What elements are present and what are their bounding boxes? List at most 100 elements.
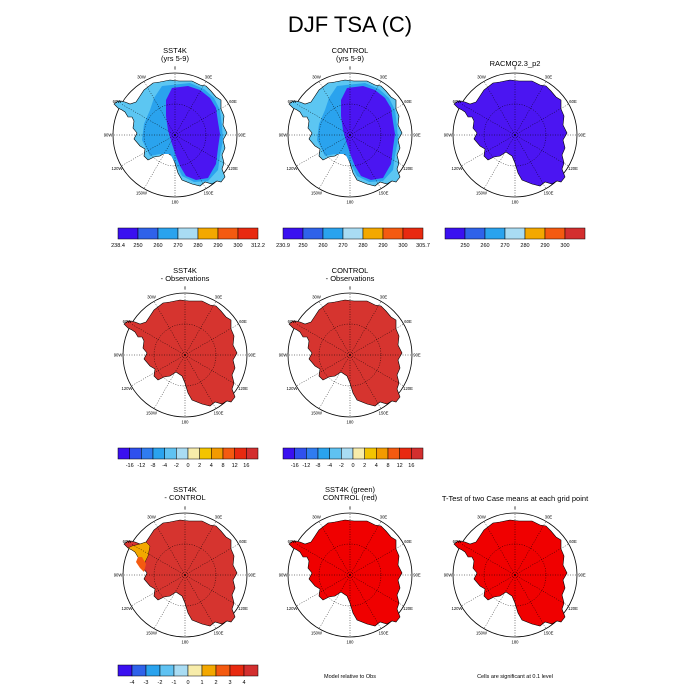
map-panel-ctrl-obs: 0 30E 60E 90E 120E 150E 180 150W 120W 90W 60W 30W (275, 280, 425, 430)
colorbar-swatch (159, 664, 175, 677)
longitude-label: 90W (444, 573, 453, 578)
meridian-line (318, 81, 351, 136)
longitude-label: 120E (568, 606, 578, 611)
colorbar-swatch (382, 227, 404, 240)
colorbar-tick-label: 300 (398, 243, 407, 249)
longitude-label: 60E (239, 319, 247, 324)
colorbar-tick-label: 238.4 (111, 243, 125, 249)
longitude-label: 180 (182, 420, 190, 425)
longitude-label: 120E (403, 166, 413, 171)
longitude-label: 60W (113, 99, 122, 104)
longitude-label: 90W (114, 353, 123, 358)
colorbar-swatch (237, 227, 259, 240)
longitude-label: 60W (288, 539, 297, 544)
panel-title-line: RACMO2.3_p2 (489, 59, 541, 68)
colorbar-swatch (399, 447, 412, 460)
colorbar-swatch (364, 447, 377, 460)
colorbar-diff: -4 -3 -2 -1 0 1 2 3 4 (117, 664, 259, 693)
colorbar-tick-label: 250 (460, 243, 469, 249)
meridian-line (483, 81, 516, 136)
longitude-label: 150W (136, 191, 147, 196)
colorbar-swatch (176, 447, 189, 460)
longitude-label: 150E (544, 191, 554, 196)
colorbar-swatch (243, 664, 259, 677)
colorbar-tick-label: -16 (291, 463, 299, 469)
colorbar-swatch (229, 664, 245, 677)
colorbar-tick-label: -1 (172, 680, 177, 686)
note-significance: Cells are significant at 0.1 level (477, 674, 553, 680)
longitude-label: 60W (288, 99, 297, 104)
colorbar-tick-label: 250 (298, 243, 307, 249)
colorbar-swatch (234, 447, 247, 460)
longitude-label: 120W (121, 606, 132, 611)
longitude-label: 90W (279, 353, 288, 358)
longitude-label: 90W (279, 133, 288, 138)
colorbar-tick-label: 290 (540, 243, 549, 249)
colorbar-swatch (129, 447, 142, 460)
meridian-line (121, 134, 176, 167)
panel-title-ctrl-obs: CONTROL - Observations (285, 267, 415, 283)
meridian-line (184, 543, 239, 576)
longitude-label: 90E (248, 353, 256, 358)
meridian-line (349, 81, 382, 136)
colorbar-swatch (173, 664, 189, 677)
panel-title-control: CONTROL (yrs 5-9) (285, 47, 415, 63)
colorbar-sst4k: 238.4 250 260 270 280 290 300 312.2 (111, 227, 265, 256)
longitude-label: 120E (568, 166, 578, 171)
longitude-label: 60W (123, 539, 132, 544)
colorbar-tick-label: 16 (408, 463, 414, 469)
colorbar-swatch (117, 664, 133, 677)
panel-title-line: CONTROL (red) (322, 493, 378, 502)
meridian-line (184, 323, 239, 356)
longitude-label: 60E (404, 319, 412, 324)
longitude-label: 0 (349, 506, 352, 511)
meridian-line (174, 103, 229, 136)
panel-title-ttest: T-Test of two Case means at each grid po… (440, 495, 590, 503)
continent-fill (288, 299, 403, 407)
colorbar-swatch (306, 447, 319, 460)
longitude-label: 60E (229, 99, 237, 104)
longitude-label: 60E (404, 539, 412, 544)
longitude-label: 150W (311, 411, 322, 416)
colorbar-swatch (141, 447, 154, 460)
colorbar-swatch (387, 447, 400, 460)
longitude-label: 0 (514, 506, 517, 511)
longitude-label: 120W (286, 166, 297, 171)
colorbar-tick-label: -12 (302, 463, 310, 469)
colorbar-swatch (504, 227, 526, 240)
map-panel-ttest: 0 30E 60E 90E 120E 150E 180 150W 120W 90W 60W 30W (440, 500, 590, 650)
panel-title-line: T-Test of two Case means at each grid po… (441, 494, 589, 503)
longitude-label: 150E (379, 191, 389, 196)
meridian-line (483, 134, 516, 189)
colorbar-swatch (187, 447, 200, 460)
colorbar-tick-label: 1 (200, 680, 203, 686)
colorbar-tick-label: 300 (233, 243, 242, 249)
longitude-label: 150W (476, 631, 487, 636)
colorbar-tick-label: 250 (133, 243, 142, 249)
longitude-label: 30W (147, 294, 156, 299)
interior-plateau (341, 86, 395, 180)
longitude-label: 30W (147, 514, 156, 519)
colorbar-swatch (362, 227, 384, 240)
colorbar-tick-label: 2 (214, 680, 217, 686)
longitude-label: 60W (453, 99, 462, 104)
colorbar-swatch (145, 664, 161, 677)
meridian-line (131, 543, 186, 576)
colorbar-swatch (131, 664, 147, 677)
longitude-label: 120W (111, 166, 122, 171)
longitude-label: 120E (403, 386, 413, 391)
longitude-label: 90E (413, 573, 421, 578)
colorbar-swatch (164, 447, 177, 460)
map-panel-racmo: 0 30E 60E 90E 120E 150E 180 150W 120W 90W 60W 30W (440, 60, 590, 210)
colorbar-tick-label: 4 (375, 463, 378, 469)
panel-title-racmo: RACMO2.3_p2 (450, 60, 580, 68)
longitude-label: 120E (238, 606, 248, 611)
colorbar-swatch (317, 447, 330, 460)
meridian-line (121, 103, 176, 136)
longitude-label: 90W (444, 133, 453, 138)
longitude-label: 30E (380, 74, 388, 79)
colorbar-tick-label: 4 (210, 463, 213, 469)
colorbar-tick-label: 8 (221, 463, 224, 469)
longitude-label: 30E (380, 294, 388, 299)
colorbar-tick-label: 260 (318, 243, 327, 249)
